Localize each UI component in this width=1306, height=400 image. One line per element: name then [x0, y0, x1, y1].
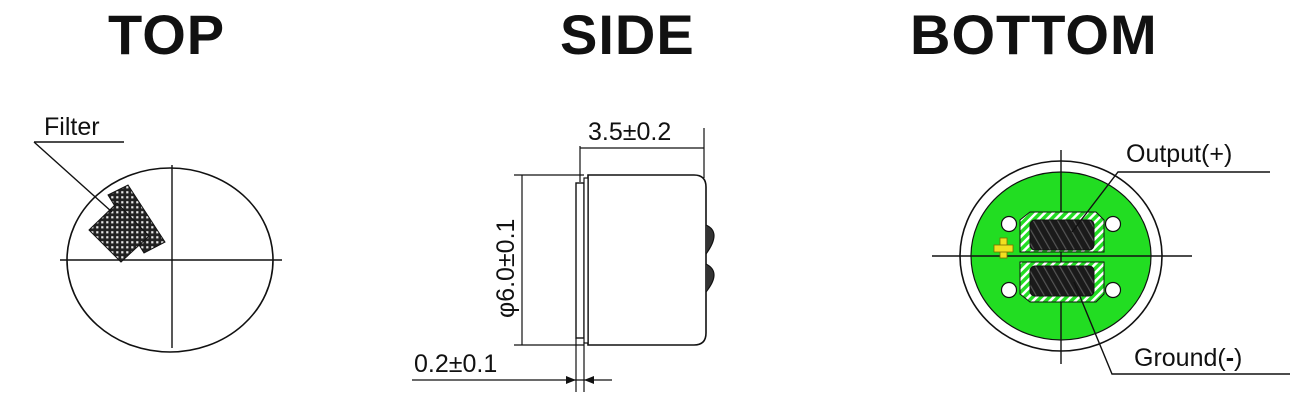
side-pin-lower	[705, 263, 715, 293]
side-view: 3.5±0.2 φ6.0±0.1 0.2±0.1	[412, 118, 715, 392]
bottom-view-title: BOTTOM	[910, 3, 1158, 66]
filter-patch	[88, 202, 150, 263]
top-view: Filter	[33, 113, 282, 353]
ground-leader	[1073, 281, 1290, 375]
ground-label: Ground(-)	[1134, 344, 1242, 372]
dim-thk-arrow-right	[584, 376, 594, 384]
filter-label: Filter	[44, 113, 100, 141]
top-view-title: TOP	[108, 3, 226, 66]
output-label: Output(+)	[1126, 140, 1232, 168]
side-flange	[575, 182, 585, 339]
dim-diameter-text: φ6.0±0.1	[492, 219, 520, 318]
bottom-hole-tr	[1104, 215, 1122, 233]
dim-thickness-text: 0.2±0.1	[414, 350, 497, 378]
dim-length-text: 3.5±0.2	[588, 118, 671, 146]
bottom-hole-br	[1104, 281, 1122, 299]
bottom-hole-bl	[1000, 281, 1018, 299]
dim-thk-arrow-left	[566, 376, 576, 384]
output-leader	[1071, 171, 1270, 233]
side-flange-inner	[583, 177, 589, 344]
bottom-hole-tl	[1000, 215, 1018, 233]
side-body	[587, 174, 707, 346]
plus-mark-h	[993, 244, 1014, 253]
bottom-view: Output(+) Ground(-)	[932, 140, 1290, 375]
output-pad	[1029, 219, 1095, 251]
ground-pad	[1029, 265, 1095, 297]
filter-leader	[33, 141, 113, 213]
side-view-title: SIDE	[560, 3, 695, 66]
side-pin-upper	[705, 224, 715, 255]
